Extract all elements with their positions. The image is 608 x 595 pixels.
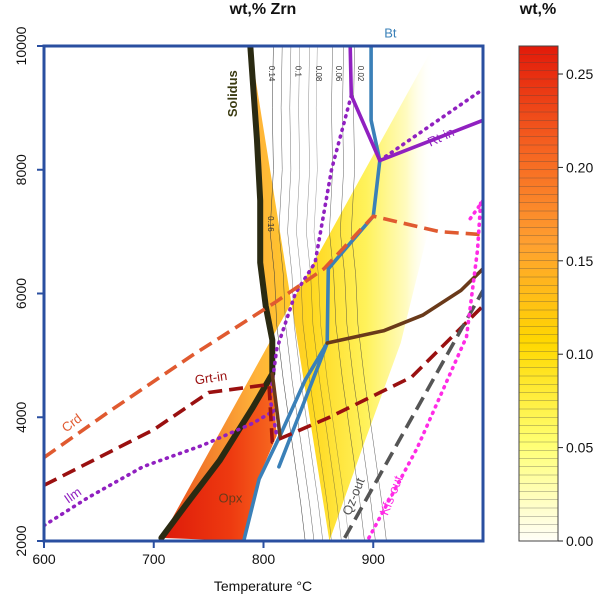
colorbar-tick-label-0.15: 0.15: [566, 253, 593, 269]
contour-line-3: [287, 46, 323, 541]
line-grt-in: [44, 304, 483, 487]
zircon-contours: 0.14 0.1 0.08 0.06 0.02 0.16: [266, 46, 387, 541]
line-solidus: [158, 46, 276, 541]
colorbar-title: wt,%: [519, 1, 556, 18]
contour-label-0.02: 0.02: [356, 66, 365, 82]
x-tick-label-800: 800: [252, 551, 276, 567]
contour-line-5: [306, 46, 342, 541]
contour-line-6: [313, 46, 350, 541]
x-tick-label-900: 900: [362, 551, 386, 567]
x-axis-label: Temperature °C: [214, 578, 312, 594]
x-axis: 600 700 800 900: [32, 541, 385, 567]
contour-line-8: [340, 46, 376, 541]
colorbar-tick-label-0.25: 0.25: [566, 66, 593, 82]
line-bt: [241, 46, 382, 541]
contour-line-1: [269, 46, 306, 541]
contour-label-0.16: 0.16: [266, 216, 275, 232]
plot-area: 0.14 0.1 0.08 0.06 0.02 0.16: [44, 46, 483, 541]
x-tick-label-700: 700: [142, 551, 166, 567]
field-main: [161, 46, 434, 541]
colorbar: 0.00 0.05 0.10 0.15 0.20 0.25: [518, 45, 593, 549]
contour-label-0.08: 0.08: [314, 66, 323, 82]
y-tick-label-2000: 2000: [13, 525, 29, 556]
y-tick-label-10000: 10000: [13, 26, 29, 65]
colorbar-tick-label-0.00: 0.00: [566, 533, 593, 549]
contour-label-0.14: 0.14: [267, 66, 276, 82]
line-kfs-out: [367, 198, 483, 540]
zircon-wt-field: [161, 46, 434, 541]
contour-line-9: [351, 46, 387, 541]
label-grt-in: Grt-in: [194, 368, 228, 387]
y-tick-label-4000: 4000: [13, 401, 29, 432]
phase-lines: [44, 46, 483, 541]
line-boundary-10: [325, 266, 483, 345]
y-tick-label-8000: 8000: [13, 154, 29, 185]
contour-line-2: [278, 46, 315, 541]
label-opx: Opx: [219, 491, 243, 506]
colorbar-frame: [518, 45, 559, 542]
chart-title: wt,% Zrn: [229, 1, 297, 18]
y-axis: 2000 4000 6000 8000 10000: [13, 26, 44, 557]
colorbar-tick-label-0.20: 0.20: [566, 159, 593, 175]
line-crd: [44, 214, 483, 459]
line-ilm: [44, 406, 281, 528]
contour-label-0.06: 0.06: [334, 66, 343, 82]
y-tick-label-6000: 6000: [13, 278, 29, 309]
label-bt: Bt: [384, 25, 397, 40]
line-opx: [270, 372, 282, 438]
contour-line-4: [296, 46, 332, 541]
label-solidus: Solidus: [225, 70, 240, 117]
line-qz-out: [343, 289, 483, 539]
line-rt-in: [377, 118, 483, 163]
x-tick-label-600: 600: [32, 551, 56, 567]
colorbar-tick-label-0.10: 0.10: [566, 346, 593, 362]
colorbar-tick-label-0.05: 0.05: [566, 440, 593, 456]
line-boundary-2: [277, 341, 330, 469]
contour-line-7: [329, 46, 365, 541]
line-boundary-5: [377, 87, 483, 163]
contour-label-0.1: 0.1: [293, 66, 302, 78]
